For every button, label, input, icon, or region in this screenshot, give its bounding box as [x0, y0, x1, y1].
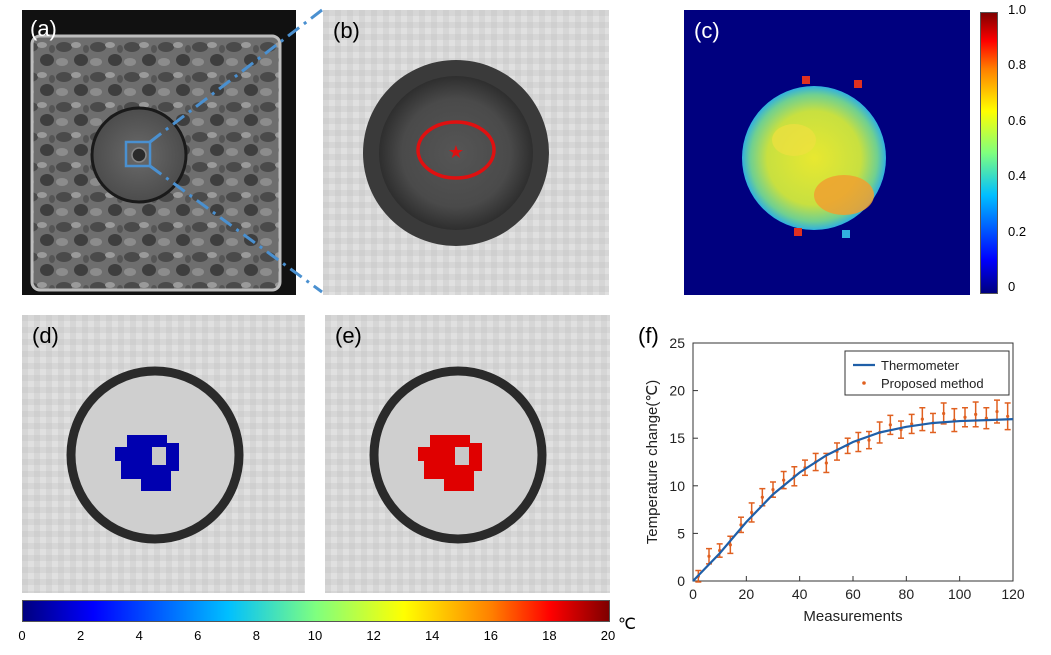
colorbar-bottom-tick: 16 [483, 628, 499, 643]
y-tick-label: 25 [669, 335, 685, 351]
legend-marker-proposed [862, 381, 866, 385]
zoom-image: ★ [323, 10, 609, 295]
panel-label-c: (c) [694, 18, 720, 43]
panel-label-f: (f) [638, 323, 659, 348]
colorbar-bottom-tick: 14 [424, 628, 440, 643]
relaxation-map [742, 76, 886, 238]
panel-e: (e) [325, 315, 610, 593]
data-point [867, 438, 871, 442]
panel-d: (d) [22, 315, 305, 593]
colorbar-c-tick: 1.0 [1008, 2, 1027, 17]
legend-label-proposed: Proposed method [881, 376, 984, 391]
center-star-icon: ★ [448, 142, 464, 162]
colorbar-bottom-tick: 10 [307, 628, 323, 643]
colorbar-bottom-tick: 4 [135, 628, 143, 643]
data-point [760, 495, 764, 499]
y-axis-label: Temperature change(℃) [644, 380, 661, 544]
y-tick-label: 0 [677, 573, 685, 589]
panel-b: ★ (b) [323, 10, 609, 295]
colorbar-bottom-tick: 12 [366, 628, 381, 643]
panel-a: (a) [22, 10, 296, 295]
temperature-chart: 0 20 40 60 80 100 120 0 5 10 15 20 25 Measurements Tem… [644, 335, 1025, 625]
data-point [942, 411, 946, 416]
colorbar-c [980, 12, 998, 294]
panel-label-b: (b) [333, 18, 360, 43]
roi-box [124, 140, 152, 168]
callout-line-bottom [149, 164, 323, 294]
data-point [995, 409, 999, 414]
colorbar-bottom-tick: 2 [76, 628, 85, 643]
temperature-map-blue [22, 315, 305, 593]
y-tick-label: 15 [669, 430, 685, 446]
data-point [750, 510, 754, 515]
y-tick-label: 20 [669, 383, 685, 399]
colorbar-bottom-tick: 8 [252, 628, 260, 643]
x-tick-label: 0 [689, 586, 697, 602]
colorbar-c-tick: 0.2 [1008, 223, 1027, 239]
colorbar-c-tick: 0.8 [1008, 57, 1027, 73]
data-point [782, 478, 786, 482]
callout-line-top [149, 8, 323, 144]
data-point [1006, 414, 1010, 418]
phantom-image [30, 34, 282, 292]
colorbar-unit: ℃ [618, 616, 636, 633]
data-point [771, 488, 775, 492]
colorbar-bottom [22, 600, 610, 622]
panel-c: (c) [684, 10, 970, 295]
data-point [707, 554, 711, 558]
x-tick-label: 120 [1001, 586, 1025, 602]
colorbar-c-tick: 0.6 [1008, 112, 1027, 128]
colorbar-bottom-tick: 6 [194, 628, 202, 643]
panel-f: 0 20 40 60 80 100 120 0 5 10 15 20 25 Measurements Tem… [630, 315, 1051, 655]
x-tick-label: 60 [845, 586, 861, 602]
panel-label-e: (e) [335, 323, 362, 348]
data-point [974, 412, 978, 416]
temperature-map-red [325, 315, 610, 593]
panel-label-d: (d) [32, 323, 59, 348]
data-point [920, 417, 924, 421]
colorbar-c-tick: 0 [1008, 279, 1016, 294]
thermometer-line [692, 418, 1014, 582]
data-point [888, 423, 892, 427]
data-point [728, 543, 732, 547]
data-point [910, 422, 914, 426]
y-tick-label: 10 [669, 478, 685, 494]
colorbar-bottom-tick: 0 [18, 628, 26, 643]
data-point [963, 415, 967, 419]
x-tick-label: 40 [792, 586, 808, 602]
colorbar-bottom-tick: 18 [542, 628, 557, 643]
y-tick-label: 5 [677, 525, 685, 541]
x-tick-label: 20 [739, 586, 755, 602]
legend-label-thermometer: Thermometer [881, 358, 960, 373]
panel-label-a: (a) [30, 16, 57, 41]
x-tick-label: 80 [899, 586, 915, 602]
colorbar-c-tick: 0.4 [1008, 168, 1027, 184]
colorbar-bottom-tick: 20 [600, 628, 616, 643]
roi-ellipse [416, 120, 496, 180]
x-tick-label: 100 [948, 586, 972, 602]
legend-box [844, 350, 1010, 396]
x-axis-label: Measurements [803, 608, 902, 625]
data-point [824, 461, 828, 465]
